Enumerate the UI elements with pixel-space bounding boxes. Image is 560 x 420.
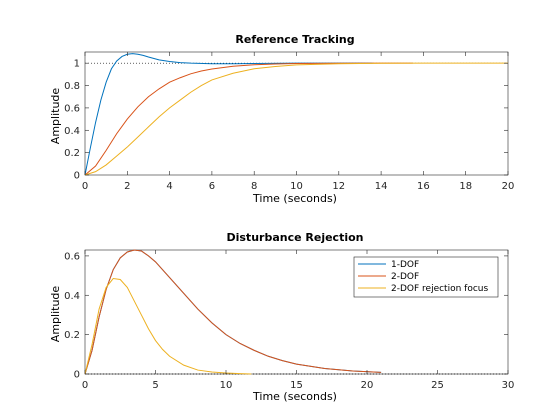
x-tick-label: 20: [361, 380, 374, 391]
x-tick-label: 12: [332, 181, 345, 192]
series-line-3: [84, 62, 508, 176]
x-tick-label: 0: [82, 380, 88, 391]
reference-tracking-axes: Reference Tracking Time (seconds) Amplit…: [49, 33, 514, 205]
legend-entry-2dof-rejection-focus: 2-DOF rejection focus: [391, 284, 488, 294]
y-tick-label: 0.2: [64, 148, 80, 159]
x-tick-label: 30: [502, 380, 515, 391]
y-tick-label: 0: [74, 171, 80, 182]
series-line-2: [84, 62, 413, 176]
x-tick-label: 10: [220, 380, 233, 391]
legend[interactable]: 1-DOF 2-DOF 2-DOF rejection focus: [353, 256, 499, 298]
y-tick-label: 0.8: [64, 81, 80, 92]
x-tick-label: 20: [502, 181, 515, 192]
chart-title: Disturbance Rejection: [226, 231, 363, 244]
chart-title: Reference Tracking: [235, 33, 354, 46]
x-tick-label: 16: [417, 181, 430, 192]
x-axis-label: Time (seconds): [252, 192, 337, 205]
y-tick-label: 0.4: [64, 126, 80, 137]
y-tick-label: 0.6: [64, 251, 80, 262]
y-tick-label: 0.2: [64, 330, 80, 341]
x-tick-label: 0: [82, 181, 88, 192]
x-tick-label: 6: [209, 181, 215, 192]
x-tick-label: 2: [124, 181, 130, 192]
y-axis-label: Amplitude: [49, 286, 62, 343]
x-tick-label: 5: [152, 380, 158, 391]
axes-box: [84, 51, 509, 176]
legend-entry-1dof: 1-DOF: [391, 260, 419, 270]
y-tick-label: 0.6: [64, 103, 80, 114]
y-tick-label: 0: [74, 370, 80, 381]
x-tick-label: 25: [431, 380, 444, 391]
series-line-3: [84, 278, 252, 375]
x-axis-label: Time (seconds): [252, 390, 337, 403]
series-line-1: [84, 53, 373, 176]
disturbance-rejection-axes: Disturbance Rejection Time (seconds) Amp…: [49, 231, 514, 403]
series-line-2: [84, 249, 382, 375]
x-tick-label: 14: [375, 181, 388, 192]
x-tick-label: 18: [459, 181, 472, 192]
x-tick-label: 15: [290, 380, 303, 391]
y-tick-label: 1: [74, 59, 80, 70]
legend-entry-2dof: 2-DOF: [391, 272, 419, 282]
x-tick-label: 4: [166, 181, 172, 192]
y-tick-label: 0.4: [64, 291, 80, 302]
plot-area: 0 2 4 6 8 10 12 14 16 18 20 0 0.2 0.4 0.6 0.8 1: [64, 51, 515, 192]
x-tick-label: 10: [290, 181, 303, 192]
x-tick-label: 8: [251, 181, 257, 192]
y-axis-label: Amplitude: [49, 88, 62, 145]
